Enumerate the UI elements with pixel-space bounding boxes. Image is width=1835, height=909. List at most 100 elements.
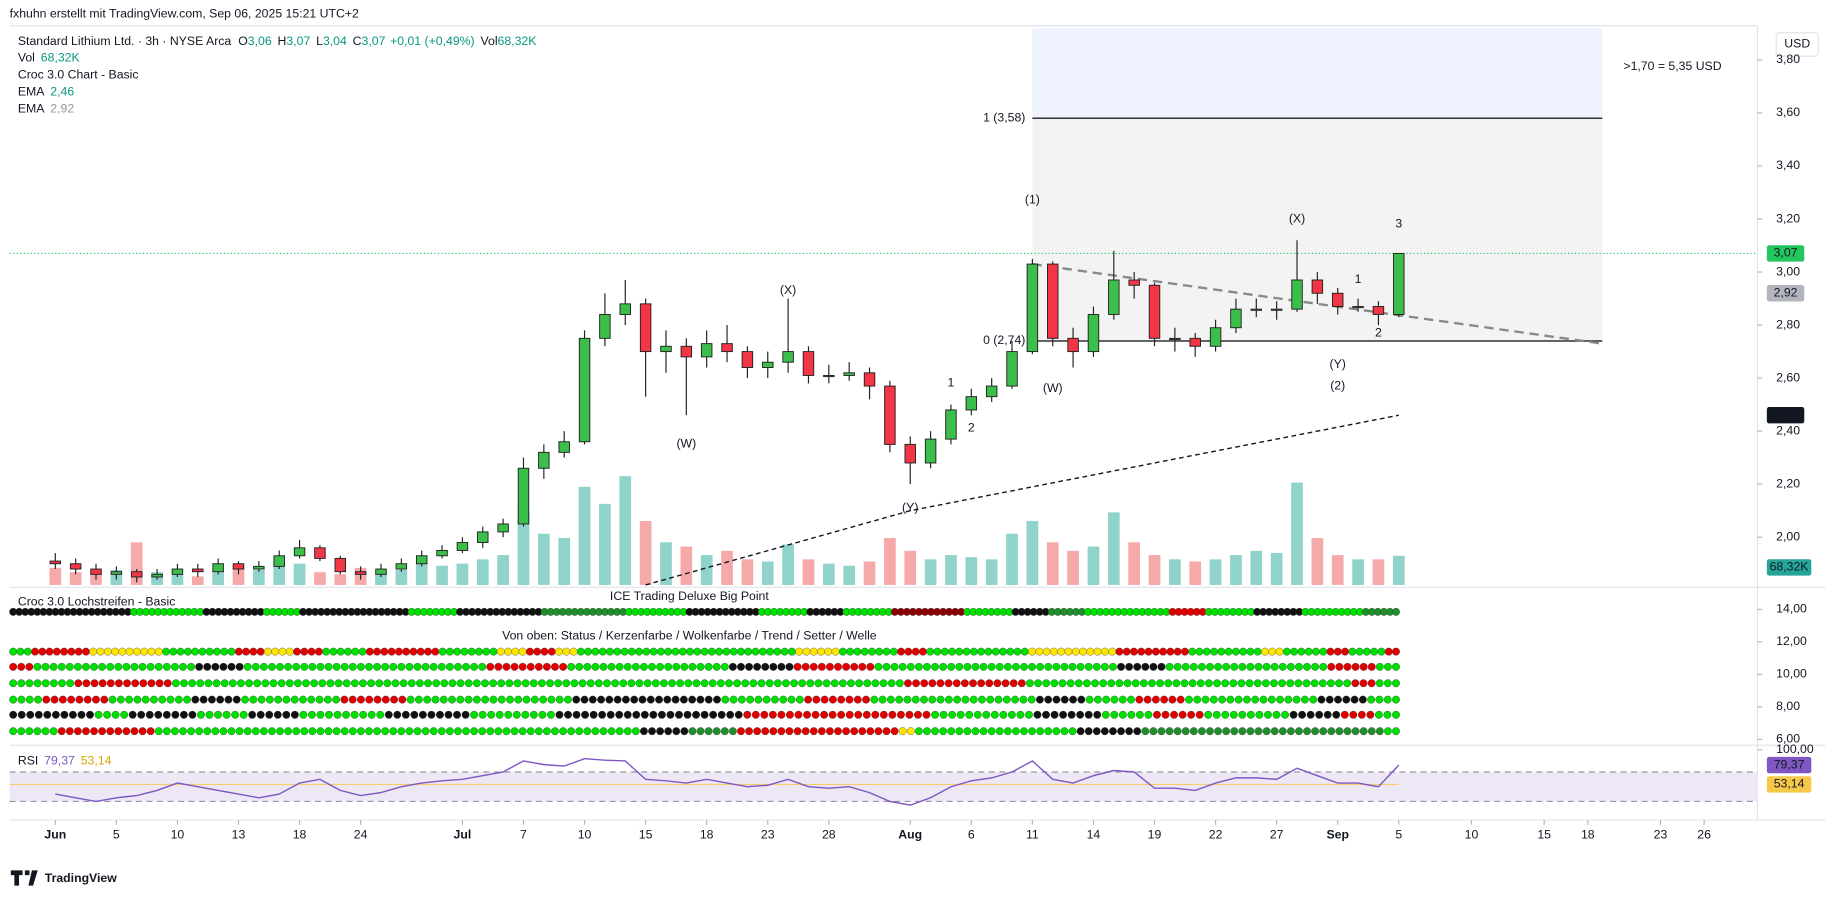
status-dot xyxy=(497,679,506,688)
status-dot xyxy=(1311,662,1320,671)
status-dot xyxy=(1091,679,1099,688)
candle-body xyxy=(90,568,102,575)
status-dot xyxy=(603,679,611,688)
candle-body xyxy=(253,565,265,570)
status-dot xyxy=(359,679,367,688)
status-dot xyxy=(49,727,58,736)
status-dot xyxy=(1019,695,1028,704)
status-dot xyxy=(696,662,705,671)
status-dot xyxy=(631,727,640,736)
status-dot xyxy=(744,647,753,656)
legend-key: Vol xyxy=(481,34,498,48)
status-dot xyxy=(895,695,904,704)
status-dot xyxy=(542,727,551,736)
volume-bar xyxy=(1006,533,1018,585)
status-dot xyxy=(728,662,737,671)
status-dot xyxy=(1130,647,1138,656)
status-dot xyxy=(187,662,196,671)
status-dot xyxy=(1282,647,1291,656)
status-dot xyxy=(969,647,978,656)
legend-value: 3,07 xyxy=(286,34,310,48)
status-dot xyxy=(9,662,18,671)
status-dot xyxy=(1058,679,1067,688)
status-dot xyxy=(456,695,465,704)
candle-body xyxy=(1270,308,1283,311)
status-dot xyxy=(1144,647,1153,656)
y-tick-label: 100,00 xyxy=(1776,742,1814,756)
status-dot xyxy=(1016,710,1025,719)
status-dot xyxy=(17,727,26,736)
status-dot xyxy=(551,727,559,736)
status-dot xyxy=(171,710,180,719)
status-dot xyxy=(299,710,308,719)
status-dot xyxy=(9,710,18,719)
currency-box[interactable] xyxy=(1775,32,1819,57)
candle-body xyxy=(884,385,896,445)
status-dot xyxy=(90,662,98,671)
candle-body xyxy=(436,550,448,557)
status-dot xyxy=(431,647,440,656)
y-tick-label: 10,00 xyxy=(1776,667,1807,681)
status-dot xyxy=(1195,710,1204,719)
status-dot xyxy=(1295,727,1303,736)
status-dot xyxy=(123,679,131,688)
status-dot xyxy=(496,647,505,656)
status-dot xyxy=(777,662,786,671)
status-dot xyxy=(103,647,112,656)
status-dot xyxy=(1238,710,1247,719)
status-dot xyxy=(183,695,191,704)
rsi-name: RSI xyxy=(18,754,38,768)
status-dot xyxy=(203,727,212,736)
status-dot xyxy=(128,710,137,719)
status-dot xyxy=(1181,662,1190,671)
status-dot xyxy=(1092,727,1101,736)
status-dot xyxy=(1366,710,1375,719)
status-dot xyxy=(106,662,115,671)
status-dot xyxy=(895,679,904,688)
status-dot xyxy=(82,662,90,671)
volume-bar xyxy=(639,520,652,585)
status-dot xyxy=(302,679,310,688)
status-dot xyxy=(963,727,972,736)
status-dot xyxy=(947,727,956,736)
status-dot xyxy=(25,695,34,704)
status-dot xyxy=(1143,695,1152,704)
status-dot xyxy=(1060,662,1069,671)
status-dot xyxy=(804,695,813,704)
status-dot xyxy=(828,710,837,719)
status-dot xyxy=(737,662,745,671)
currency[interactable]: USD xyxy=(1784,37,1810,51)
status-dot xyxy=(387,647,396,656)
status-dot xyxy=(90,727,98,736)
status-dot xyxy=(1351,679,1360,688)
status-dot xyxy=(1020,662,1028,671)
volume-bar xyxy=(436,565,448,585)
status-dot xyxy=(467,647,476,656)
status-dot xyxy=(351,647,360,656)
status-dot xyxy=(676,679,685,688)
status-dot xyxy=(285,679,294,688)
status-dot xyxy=(1221,679,1230,688)
candle-body xyxy=(721,343,733,353)
status-dot xyxy=(904,647,913,656)
status-dot xyxy=(933,647,942,656)
candle-body xyxy=(314,547,326,559)
status-dot xyxy=(1348,647,1357,656)
status-dot xyxy=(373,695,382,704)
status-dot xyxy=(923,727,931,736)
status-dot xyxy=(448,695,456,704)
status-dot xyxy=(92,695,100,704)
volume-bar xyxy=(1087,546,1100,585)
status-dot xyxy=(494,662,503,671)
status-dot xyxy=(1238,727,1247,736)
status-dot xyxy=(179,662,187,671)
status-dot xyxy=(931,662,939,671)
status-dot xyxy=(1253,679,1262,688)
status-dot xyxy=(830,679,839,688)
status-dot xyxy=(340,662,349,671)
volume-bar xyxy=(314,572,326,585)
status-dot xyxy=(314,647,323,656)
status-dot xyxy=(693,647,702,656)
status-dot xyxy=(381,695,390,704)
status-dot xyxy=(49,662,58,671)
